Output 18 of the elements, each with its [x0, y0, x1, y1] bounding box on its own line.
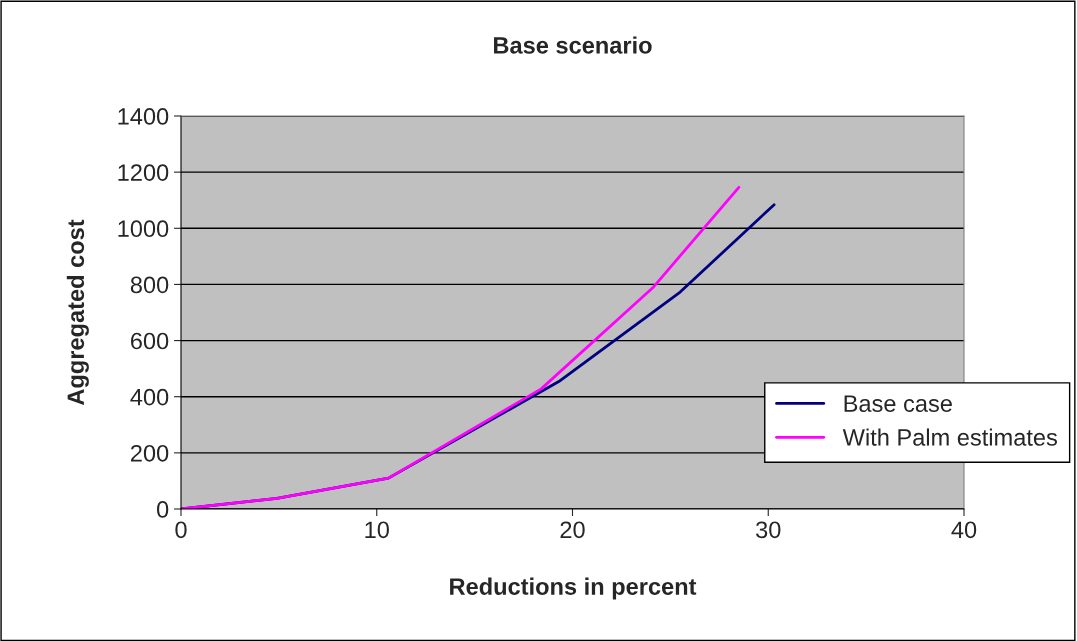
legend-label: Base case — [844, 395, 952, 412]
x-axis-title: Reductions in percent — [450, 577, 697, 600]
y-tick-label: 800 — [130, 276, 169, 294]
y-axis-title: Aggregated cost — [66, 219, 89, 406]
x-tick-label: 10 — [365, 521, 389, 539]
y-tick-label: 1200 — [118, 164, 169, 181]
y-tick-label: 1000 — [118, 220, 169, 238]
y-tick-label: 200 — [130, 444, 169, 462]
y-tick-label: 600 — [131, 332, 169, 350]
x-tick-label: 20 — [560, 521, 585, 539]
x-tick-label: 0 — [175, 521, 187, 539]
y-tick-label: 1400 — [118, 108, 169, 125]
x-tick-label: 30 — [756, 521, 781, 539]
x-tick-label: 40 — [951, 521, 977, 539]
y-tick-label: 400 — [130, 388, 169, 406]
y-tick-label: 0 — [156, 501, 169, 518]
legend-label: With Palm estimates — [842, 428, 1057, 446]
chart-title: Base scenario — [494, 36, 652, 54]
